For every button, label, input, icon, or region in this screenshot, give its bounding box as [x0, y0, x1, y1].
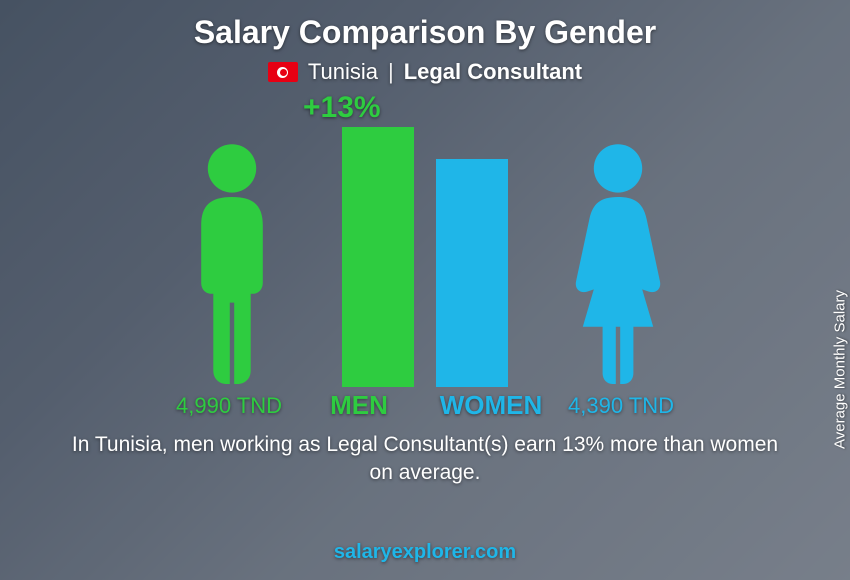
footer-source: salaryexplorer.com [334, 541, 516, 564]
subtitle-country: Tunisia [308, 59, 378, 85]
salary-women: 4,390 TND [568, 393, 674, 419]
chart-area: +13% 4,990 TND MEN WOMEN 4,390 TND [95, 91, 755, 421]
delta-label: +13% [303, 91, 381, 125]
label-women: WOMEN [436, 390, 546, 421]
page-title: Salary Comparison By Gender [194, 14, 656, 51]
infographic-root: Salary Comparison By Gender Tunisia | Le… [0, 0, 850, 580]
salary-men: 4,990 TND [176, 393, 282, 419]
bars-group [342, 127, 508, 387]
female-person-icon [563, 139, 673, 387]
subtitle-separator: | [388, 59, 394, 85]
bar-women [436, 159, 508, 387]
bar-men [342, 127, 414, 387]
subtitle-row: Tunisia | Legal Consultant [268, 59, 582, 85]
labels-row: 4,990 TND MEN WOMEN 4,390 TND [95, 390, 755, 421]
subtitle-role: Legal Consultant [404, 59, 582, 85]
caption-text: In Tunisia, men working as Legal Consult… [65, 431, 785, 488]
male-person-icon [177, 139, 287, 387]
y-axis-label: Average Monthly Salary [832, 290, 849, 449]
tunisia-flag-icon [268, 62, 298, 82]
label-men: MEN [304, 390, 414, 421]
